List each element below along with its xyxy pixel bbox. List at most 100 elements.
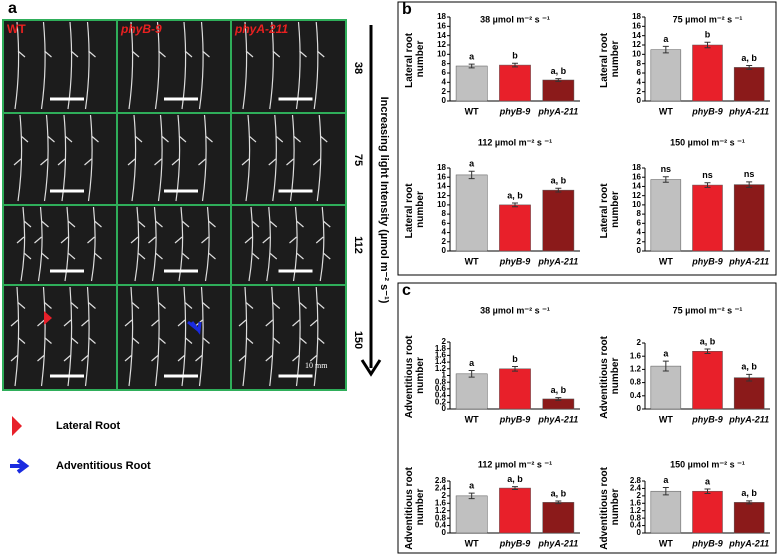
error-bar xyxy=(662,487,669,496)
significance-label: a xyxy=(469,358,475,368)
significance-label: a, b xyxy=(741,488,757,498)
root xyxy=(313,21,325,110)
significance-label: a, b xyxy=(507,474,523,484)
x-tick-label: phyB-9 xyxy=(691,538,723,548)
y-tick-label: 0 xyxy=(637,404,642,413)
error-bar xyxy=(662,360,669,372)
error-bar xyxy=(704,41,711,49)
photo xyxy=(230,204,347,286)
y-tick-label: 6 xyxy=(442,68,447,77)
significance-label: a, b xyxy=(741,53,757,63)
bar xyxy=(650,179,682,252)
x-tick-label: phyB-9 xyxy=(499,538,531,548)
error-bar xyxy=(512,202,518,208)
chart-title: 75 µmol m⁻² s ⁻¹ xyxy=(673,14,743,24)
error-bar xyxy=(704,182,711,188)
y-tick-label: 16 xyxy=(632,172,641,181)
y-axis-label: Adventitious root number xyxy=(599,333,621,419)
y-tick-label: 4 xyxy=(442,228,447,237)
y-tick-label: 2.8 xyxy=(630,476,642,485)
error-bar xyxy=(555,187,562,193)
y-tick-label: 0.8 xyxy=(435,377,447,386)
y-tick-label: 0.8 xyxy=(630,513,642,522)
error-bar xyxy=(512,486,518,491)
y-tick-label: 10 xyxy=(632,200,641,209)
chart-title: 150 µmol m⁻² s ⁻¹ xyxy=(670,137,745,147)
root xyxy=(174,206,190,282)
photo xyxy=(2,204,118,286)
x-tick-label: WT xyxy=(659,106,673,116)
root xyxy=(238,286,254,387)
error-bar xyxy=(512,62,518,68)
x-tick-label: phyA-211 xyxy=(537,106,578,116)
y-tick-label: 14 xyxy=(632,31,641,40)
root xyxy=(242,21,254,110)
y-tick-label: 6 xyxy=(637,218,642,227)
bar xyxy=(455,65,488,102)
significance-label: ns xyxy=(661,164,672,174)
error-bar xyxy=(704,348,711,355)
y-tick-label: 1.2 xyxy=(630,365,642,374)
marker xyxy=(44,311,52,325)
error-bar xyxy=(468,492,475,500)
root xyxy=(148,206,163,282)
y-tick-label: 18 xyxy=(632,12,641,21)
y-tick-label: 14 xyxy=(632,182,641,191)
y-tick-label: 1.6 xyxy=(630,498,642,507)
legend-icon xyxy=(12,416,22,436)
bar xyxy=(650,490,682,534)
root xyxy=(262,206,278,282)
bar xyxy=(499,487,531,534)
root xyxy=(87,206,102,282)
root xyxy=(151,286,166,387)
y-tick-label: 1.6 xyxy=(435,498,447,507)
y-tick-label: 1.6 xyxy=(435,351,447,360)
y-tick-label: 0.8 xyxy=(630,378,642,387)
y-tick-label: 4 xyxy=(442,77,447,86)
x-tick-label: phyA-211 xyxy=(728,106,769,116)
x-tick-label: phyB-9 xyxy=(691,414,723,424)
x-tick-label: phyA-211 xyxy=(537,414,578,424)
error-bar xyxy=(662,45,669,54)
y-tick-label: 1 xyxy=(442,371,447,380)
y-tick-label: 14 xyxy=(437,182,446,191)
x-tick-label: phyB-9 xyxy=(499,256,531,266)
significance-label: a xyxy=(469,52,475,62)
error-bar xyxy=(468,170,475,180)
x-tick-label: phyA-211 xyxy=(728,414,769,424)
y-tick-label: 18 xyxy=(632,163,641,172)
y-tick-label: 8 xyxy=(637,59,642,68)
root xyxy=(154,21,166,110)
bar xyxy=(733,502,765,534)
x-tick-label: phyA-211 xyxy=(728,538,769,548)
x-tick-label: phyA-211 xyxy=(537,256,578,266)
y-tick-label: 18 xyxy=(437,12,446,21)
error-bar xyxy=(662,176,669,183)
root xyxy=(315,206,331,282)
significance-label: a xyxy=(469,159,475,169)
root xyxy=(40,21,52,110)
root xyxy=(128,21,140,110)
root xyxy=(13,114,29,202)
root xyxy=(269,21,281,110)
y-tick-label: 2 xyxy=(637,87,642,96)
y-tick-label: 6 xyxy=(637,68,642,77)
y-tick-label: 0.6 xyxy=(435,384,447,393)
root xyxy=(37,286,52,387)
bar xyxy=(542,502,575,534)
y-axis-label: Adventitious root number xyxy=(599,464,621,550)
legend-label: Adventitious Root xyxy=(56,460,151,472)
root xyxy=(84,21,96,110)
y-tick-label: 2 xyxy=(442,337,447,346)
y-tick-label: 8 xyxy=(442,209,447,218)
root xyxy=(198,21,210,110)
y-tick-label: 0.4 xyxy=(630,521,642,530)
row-label: 112 xyxy=(352,236,364,254)
error-bar xyxy=(555,397,562,401)
y-tick-label: 0 xyxy=(637,96,642,105)
bar xyxy=(692,490,723,534)
error-bar xyxy=(746,181,753,188)
photo xyxy=(230,284,347,391)
chart-title: 150 µmol m⁻² s ⁻¹ xyxy=(670,459,745,469)
